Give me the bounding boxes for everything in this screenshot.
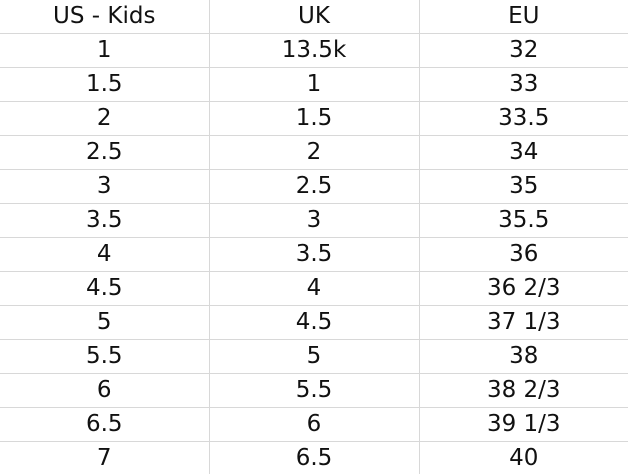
cell-us-kids[interactable]: 1 bbox=[0, 33, 210, 68]
table-row: 4.5 4 36 2/3 bbox=[0, 271, 628, 306]
cell-uk[interactable]: 1.5 bbox=[209, 101, 420, 136]
cell-uk[interactable]: 4 bbox=[209, 271, 420, 306]
cell-uk[interactable]: 2.5 bbox=[209, 169, 420, 204]
header-cell-us-kids[interactable]: US - Kids bbox=[0, 0, 210, 34]
cell-eu[interactable]: 38 bbox=[419, 339, 628, 374]
cell-us-kids[interactable]: 6.5 bbox=[0, 407, 210, 442]
cell-us-kids[interactable]: 5 bbox=[0, 305, 210, 340]
cell-eu[interactable]: 33 bbox=[419, 67, 628, 102]
cell-eu[interactable]: 33.5 bbox=[419, 101, 628, 136]
cell-us-kids[interactable]: 1.5 bbox=[0, 67, 210, 102]
cell-uk[interactable]: 5 bbox=[209, 339, 420, 374]
cell-eu[interactable]: 37 1/3 bbox=[419, 305, 628, 340]
cell-eu[interactable]: 36 2/3 bbox=[419, 271, 628, 306]
cell-uk[interactable]: 6 bbox=[209, 407, 420, 442]
header-cell-uk[interactable]: UK bbox=[209, 0, 420, 34]
cell-us-kids[interactable]: 3 bbox=[0, 169, 210, 204]
cell-us-kids[interactable]: 2.5 bbox=[0, 135, 210, 170]
cell-eu[interactable]: 35.5 bbox=[419, 203, 628, 238]
cell-eu[interactable]: 34 bbox=[419, 135, 628, 170]
table-row: 7 6.5 40 bbox=[0, 441, 628, 474]
cell-uk[interactable]: 3 bbox=[209, 203, 420, 238]
table-row: 5 4.5 37 1/3 bbox=[0, 305, 628, 340]
cell-eu[interactable]: 35 bbox=[419, 169, 628, 204]
header-cell-eu[interactable]: EU bbox=[419, 0, 628, 34]
table-row: 1 13.5k 32 bbox=[0, 33, 628, 68]
table-row: 6 5.5 38 2/3 bbox=[0, 373, 628, 408]
cell-eu[interactable]: 36 bbox=[419, 237, 628, 272]
cell-us-kids[interactable]: 5.5 bbox=[0, 339, 210, 374]
cell-uk[interactable]: 1 bbox=[209, 67, 420, 102]
cell-uk[interactable]: 4.5 bbox=[209, 305, 420, 340]
cell-us-kids[interactable]: 2 bbox=[0, 101, 210, 136]
table-row: 2 1.5 33.5 bbox=[0, 101, 628, 136]
cell-us-kids[interactable]: 6 bbox=[0, 373, 210, 408]
cell-uk[interactable]: 5.5 bbox=[209, 373, 420, 408]
table-row: 1.5 1 33 bbox=[0, 67, 628, 102]
table-row: 3 2.5 35 bbox=[0, 169, 628, 204]
table-row: 2.5 2 34 bbox=[0, 135, 628, 170]
cell-us-kids[interactable]: 7 bbox=[0, 441, 210, 474]
cell-eu[interactable]: 38 2/3 bbox=[419, 373, 628, 408]
cell-eu[interactable]: 39 1/3 bbox=[419, 407, 628, 442]
header-row: US - Kids UK EU bbox=[0, 0, 628, 34]
table-body: 1 13.5k 32 1.5 1 33 2 1.5 33.5 2.5 2 34 … bbox=[0, 33, 628, 474]
cell-uk[interactable]: 6.5 bbox=[209, 441, 420, 474]
cell-eu[interactable]: 32 bbox=[419, 33, 628, 68]
cell-eu[interactable]: 40 bbox=[419, 441, 628, 474]
cell-us-kids[interactable]: 4 bbox=[0, 237, 210, 272]
cell-us-kids[interactable]: 4.5 bbox=[0, 271, 210, 306]
table-row: 3.5 3 35.5 bbox=[0, 203, 628, 238]
table-row: 6.5 6 39 1/3 bbox=[0, 407, 628, 442]
cell-uk[interactable]: 3.5 bbox=[209, 237, 420, 272]
cell-us-kids[interactable]: 3.5 bbox=[0, 203, 210, 238]
table-row: 5.5 5 38 bbox=[0, 339, 628, 374]
cell-uk[interactable]: 2 bbox=[209, 135, 420, 170]
table-row: 4 3.5 36 bbox=[0, 237, 628, 272]
cell-uk[interactable]: 13.5k bbox=[209, 33, 420, 68]
